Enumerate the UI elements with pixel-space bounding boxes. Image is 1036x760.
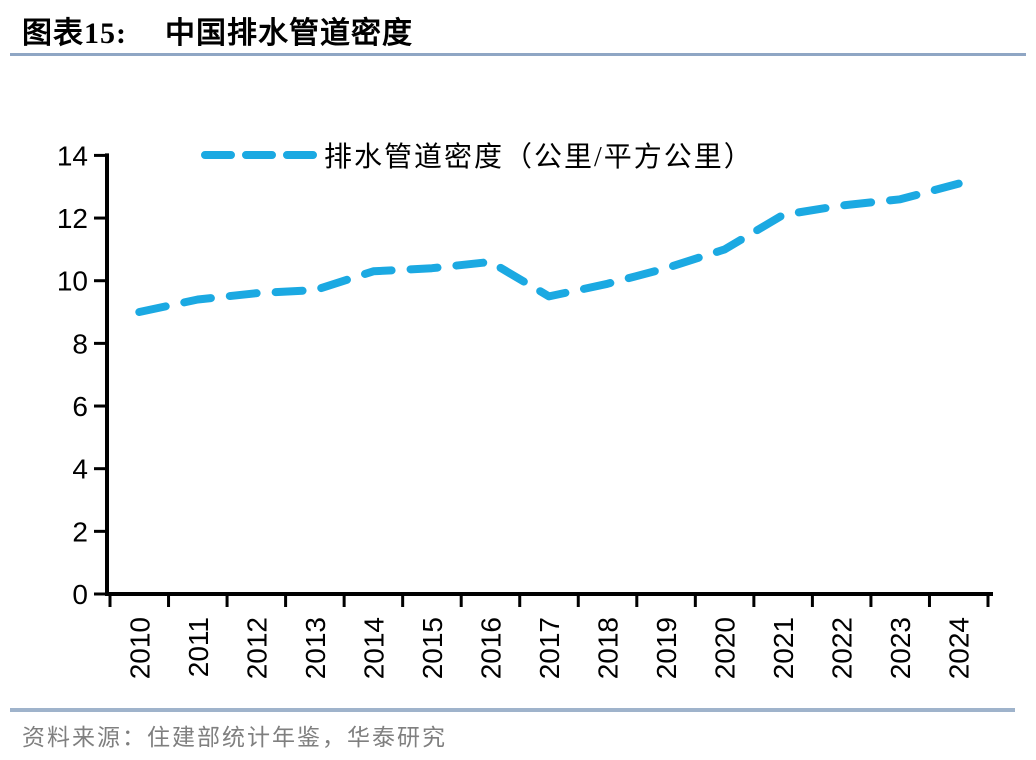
title-underline bbox=[10, 53, 1026, 56]
x-tick-label: 2011 bbox=[183, 617, 214, 677]
x-tick-label: 2016 bbox=[475, 617, 506, 679]
source-note: 资料来源：住建部统计年鉴，华泰研究 bbox=[22, 725, 447, 750]
y-tick-label: 4 bbox=[72, 454, 88, 485]
legend-label: 排水管道密度（公里/平方公里） bbox=[324, 141, 754, 173]
x-tick-label: 2021 bbox=[768, 617, 799, 679]
y-tick-label: 12 bbox=[57, 203, 88, 234]
x-tick-label: 2010 bbox=[124, 617, 155, 679]
x-tick-label: 2024 bbox=[944, 617, 975, 679]
y-tick-label: 6 bbox=[72, 391, 88, 422]
chart-canvas: 0 2 4 6 8 10 12 14 2010 2011 2012 2013 2014 2015 2016 2… bbox=[57, 140, 993, 679]
series-line-drainage-density bbox=[135, 179, 963, 316]
footer-divider bbox=[10, 708, 1015, 712]
x-tick-label: 2022 bbox=[827, 617, 858, 679]
figure-label: 图表15: bbox=[22, 17, 127, 50]
x-tick-label: 2013 bbox=[300, 617, 331, 679]
x-tick-label: 2019 bbox=[651, 617, 682, 679]
figure-title-text: 中国排水管道密度 bbox=[165, 17, 413, 50]
x-tick-label: 2017 bbox=[534, 617, 565, 679]
y-tick-label: 8 bbox=[72, 328, 88, 359]
x-tick-label: 2015 bbox=[417, 617, 448, 679]
x-tick-label: 2018 bbox=[593, 617, 624, 679]
y-tick-label: 2 bbox=[72, 516, 88, 547]
y-tick-label: 10 bbox=[57, 266, 88, 297]
y-tick-label: 14 bbox=[57, 140, 88, 171]
x-tick-label: 2012 bbox=[241, 617, 272, 679]
line-chart: 0 2 4 6 8 10 12 14 2010 2011 2012 2013 2014 2015 2016 2… bbox=[0, 60, 1036, 705]
y-tick-label: 0 bbox=[72, 579, 88, 610]
x-tick-label: 2014 bbox=[358, 617, 389, 679]
x-tick-label: 2020 bbox=[710, 617, 741, 679]
chart-title: 图表15: 中国排水管道密度 bbox=[22, 8, 413, 52]
x-tick-label: 2023 bbox=[885, 617, 916, 679]
